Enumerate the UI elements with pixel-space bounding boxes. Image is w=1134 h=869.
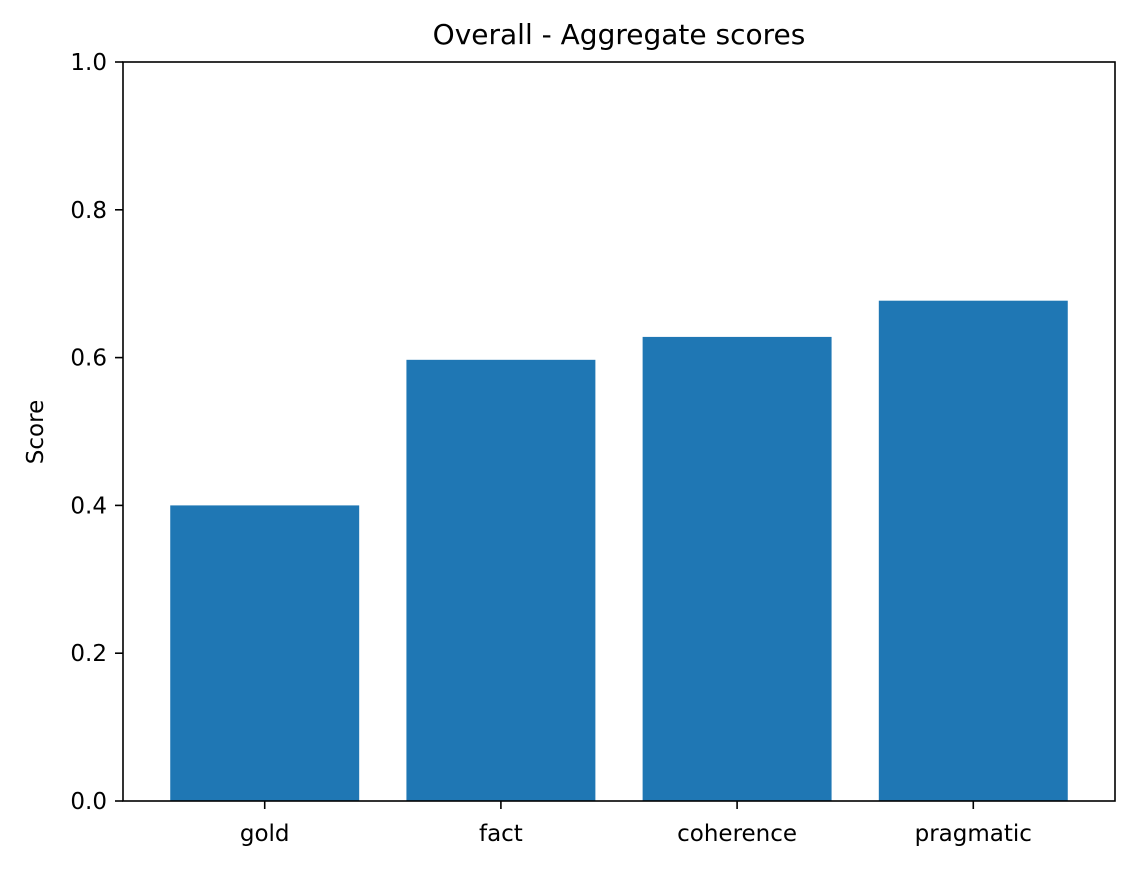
- x-tick-label: pragmatic: [915, 821, 1032, 847]
- x-tick-label: coherence: [677, 821, 797, 847]
- bar-gold: [170, 505, 360, 801]
- x-tick-label: gold: [240, 821, 290, 847]
- bars-group: [170, 300, 1068, 801]
- y-tick-label: 0.2: [70, 641, 107, 667]
- y-tick-label: 1.0: [70, 50, 107, 76]
- y-ticks-group: 0.0 0.2 0.4 0.6 0.8 1.0: [70, 50, 123, 815]
- y-tick-label: 0.4: [70, 493, 107, 519]
- y-tick-label: 0.8: [70, 198, 107, 224]
- plot-frame: [122, 61, 1116, 802]
- y-tick-label: 0.0: [70, 789, 107, 815]
- x-tick-label: fact: [479, 821, 523, 847]
- y-axis-label: Score: [23, 400, 49, 464]
- bar-coherence: [642, 336, 832, 801]
- bar-pragmatic: [878, 300, 1068, 801]
- bar-fact: [406, 359, 596, 801]
- x-ticks-group: gold fact coherence pragmatic: [240, 801, 1032, 847]
- y-tick-label: 0.6: [70, 346, 107, 372]
- chart-title: Overall - Aggregate scores: [433, 18, 806, 51]
